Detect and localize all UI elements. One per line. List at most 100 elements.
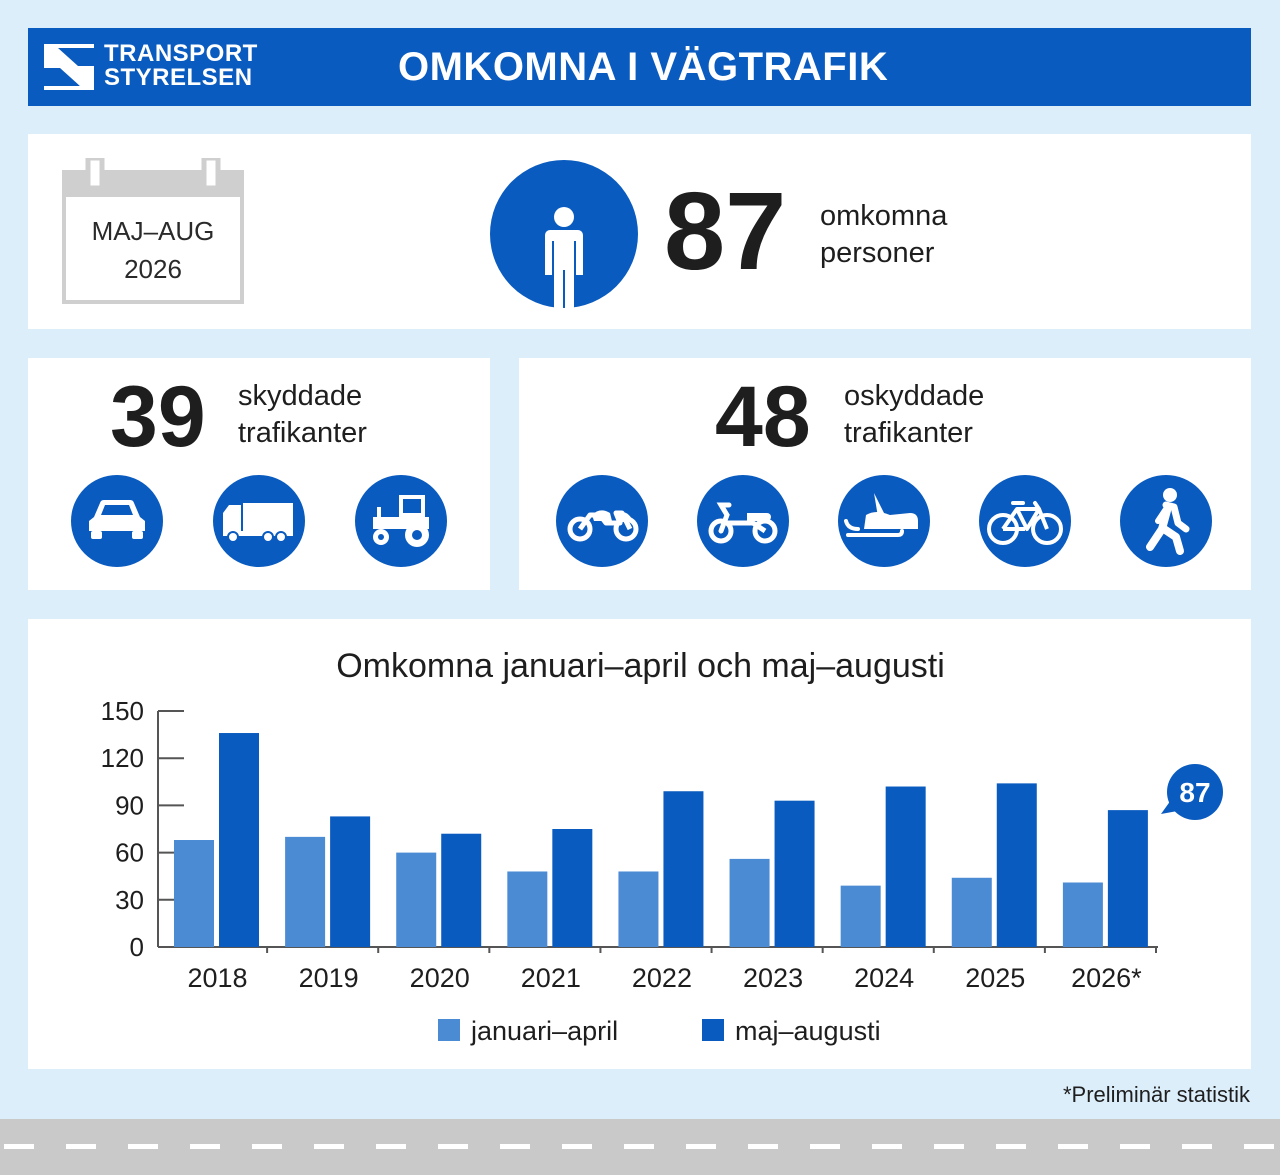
header-bar: TRANSPORT STYRELSEN OMKOMNA I VÄGTRAFIK (28, 28, 1251, 106)
total-deaths-label: omkomna personer (820, 198, 947, 272)
bar-chart: Omkomna januari–april och maj–augusti 0 30… (101, 647, 1223, 1046)
y-tick-label: 0 (130, 932, 144, 962)
x-tick-label: 2023 (743, 963, 803, 993)
y-tick-label: 150 (101, 696, 144, 726)
bar (885, 786, 926, 947)
x-tick-label: 2025 (965, 963, 1025, 993)
bar (951, 877, 992, 947)
protected-panel: 39 skyddade trafikanter (28, 358, 490, 590)
protected-label-line-2: trafikanter (238, 417, 367, 449)
footnote: *Preliminär statistik (1062, 1082, 1250, 1107)
chart-title: Omkomna januari–april och maj–augusti (336, 647, 945, 685)
x-tick-label: 2021 (521, 963, 581, 993)
legend-label: januari–april (470, 1016, 618, 1046)
bar (396, 852, 437, 947)
protected-label-line-1: skyddade (238, 380, 363, 412)
road-dash (1182, 1144, 1212, 1149)
protected-label: skyddade trafikanter (238, 378, 367, 452)
bicycle-icon (979, 475, 1071, 567)
bar (330, 816, 371, 947)
road-decoration (0, 1119, 1280, 1175)
snowmobile-icon (838, 475, 930, 567)
road-dash (66, 1144, 96, 1149)
total-label-line-2: personer (820, 237, 935, 269)
period-year: 2026 (124, 254, 182, 284)
bar (1062, 882, 1103, 947)
page-title: OMKOMNA I VÄGTRAFIK (398, 45, 889, 89)
road-dash (562, 1144, 592, 1149)
tractor-icon (355, 475, 447, 567)
bar (285, 836, 326, 947)
road-dash (252, 1144, 282, 1149)
x-tick-label: 2026* (1071, 963, 1142, 993)
person-icon (545, 207, 583, 308)
road-dash (686, 1144, 716, 1149)
bar (774, 800, 815, 947)
bar (174, 840, 214, 947)
unprotected-label-line-1: oskyddade (844, 380, 985, 412)
person-badge (490, 160, 638, 308)
road-dash (438, 1144, 468, 1149)
total-label-line-1: omkomna (820, 200, 948, 232)
x-tick-label: 2019 (299, 963, 359, 993)
y-tick-label: 90 (115, 790, 144, 820)
bar (441, 833, 482, 947)
x-tick-label: 2024 (854, 963, 914, 993)
unprotected-value: 48 (715, 369, 811, 465)
road-dash (1058, 1144, 1088, 1149)
bar (219, 733, 259, 947)
road-dash (128, 1144, 158, 1149)
legend-swatch (438, 1019, 460, 1041)
moped-icon (697, 475, 789, 567)
bar (507, 871, 548, 947)
car-icon (71, 475, 163, 567)
bar (618, 871, 659, 947)
road-dash (4, 1144, 34, 1149)
x-tick-label: 2020 (410, 963, 470, 993)
truck-icon (213, 475, 305, 567)
road-dash (934, 1144, 964, 1149)
callout-bubble (1167, 764, 1223, 820)
road-dash (810, 1144, 840, 1149)
pedestrian-icon (1120, 475, 1212, 567)
legend-label: maj–augusti (735, 1016, 881, 1046)
protected-value: 39 (110, 369, 206, 465)
calendar-icon (62, 158, 244, 304)
y-tick-label: 60 (115, 838, 144, 868)
logo-text: TRANSPORT STYRELSEN (104, 42, 258, 90)
road-dash (376, 1144, 406, 1149)
road-markings (4, 1144, 1274, 1149)
bar (996, 783, 1037, 947)
motorcycle-icon (556, 475, 648, 567)
road-dash (500, 1144, 530, 1149)
x-tick-label: 2022 (632, 963, 692, 993)
bar (1107, 810, 1148, 947)
legend-swatch (702, 1019, 724, 1041)
bar (552, 829, 593, 947)
period-months: MAJ–AUG (91, 216, 215, 246)
road-dash (314, 1144, 344, 1149)
unprotected-label: oskyddade trafikanter (844, 378, 984, 452)
period-text: MAJ–AUG 2026 (62, 212, 244, 288)
logo-line-1: TRANSPORT (104, 40, 258, 67)
logo-line-2: STYRELSEN (104, 64, 253, 91)
unprotected-panel: 48 oskyddade trafikanter (519, 358, 1251, 590)
bar (663, 791, 704, 947)
chart-panel: Omkomna januari–april och maj–augusti 0 30… (28, 619, 1251, 1069)
road-dash (624, 1144, 654, 1149)
bar (840, 885, 881, 947)
total-panel: MAJ–AUG 2026 87 omkomna personer (28, 134, 1251, 329)
road-dash (748, 1144, 778, 1149)
total-deaths-value: 87 (664, 170, 787, 293)
bar (729, 858, 770, 947)
road-dash (1120, 1144, 1150, 1149)
road-dash (872, 1144, 902, 1149)
transportstyrelsen-logo-icon (44, 44, 94, 90)
road-dash (996, 1144, 1026, 1149)
y-tick-label: 120 (101, 743, 144, 773)
road-dash (190, 1144, 220, 1149)
unprotected-label-line-2: trafikanter (844, 417, 973, 449)
x-tick-label: 2018 (187, 963, 247, 993)
road-dash (1244, 1144, 1274, 1149)
y-tick-label: 30 (115, 885, 144, 915)
